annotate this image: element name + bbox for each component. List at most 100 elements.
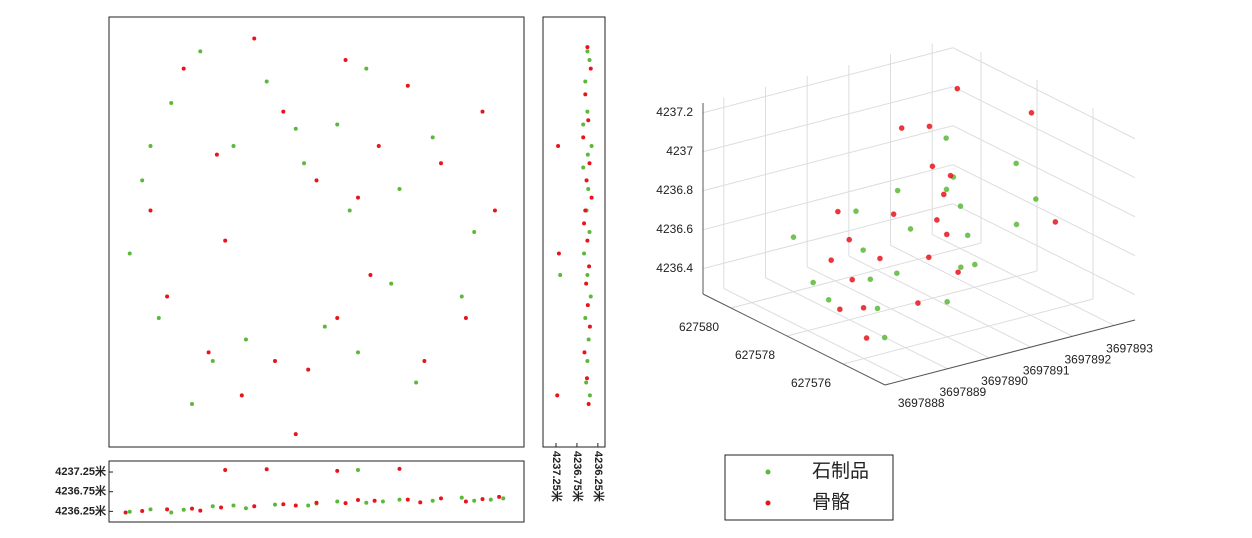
axis-line	[702, 293, 886, 386]
point	[497, 494, 502, 499]
z-tick-label: 4237.2	[656, 105, 693, 119]
point	[907, 226, 914, 232]
point	[894, 187, 901, 194]
point	[372, 498, 377, 503]
grid-line	[702, 125, 954, 192]
grid-line	[952, 86, 1136, 179]
point	[389, 281, 394, 286]
point	[181, 507, 186, 512]
grid-line	[806, 266, 990, 359]
point	[957, 264, 964, 271]
point	[581, 135, 586, 140]
point	[335, 468, 340, 473]
point	[430, 135, 435, 140]
point	[356, 195, 360, 200]
point	[148, 507, 153, 512]
point	[472, 230, 477, 234]
point	[198, 508, 203, 513]
point	[863, 335, 870, 341]
point	[273, 359, 277, 363]
point	[293, 503, 298, 508]
point	[264, 79, 269, 84]
grid-line	[702, 47, 954, 114]
point	[586, 187, 591, 191]
point	[943, 231, 950, 238]
point	[223, 468, 228, 473]
point	[281, 502, 286, 507]
y-tick-label: 3697891	[1023, 363, 1070, 377]
point	[306, 367, 311, 372]
point	[926, 123, 933, 130]
point	[206, 350, 211, 355]
point	[264, 467, 269, 472]
grid-line	[765, 277, 948, 370]
y-tick-label: 3697889	[940, 385, 987, 399]
point	[585, 303, 590, 308]
point	[314, 178, 319, 183]
point	[581, 165, 586, 170]
point	[556, 144, 561, 148]
point	[368, 273, 373, 277]
point	[190, 506, 194, 511]
point	[853, 208, 859, 215]
point	[463, 499, 468, 504]
point	[293, 126, 298, 131]
point	[273, 502, 277, 507]
grid-line	[890, 244, 1073, 337]
point	[585, 359, 590, 363]
point	[252, 504, 257, 509]
point	[380, 499, 385, 504]
point	[243, 337, 248, 342]
point	[156, 316, 161, 320]
point	[940, 191, 947, 198]
point	[459, 294, 464, 299]
point	[347, 208, 352, 213]
point	[198, 49, 203, 54]
grid-line	[848, 255, 1032, 348]
point	[1032, 196, 1039, 202]
z-tick-label: 4236.6	[656, 222, 693, 236]
point	[1013, 221, 1020, 228]
point	[583, 92, 588, 97]
point	[825, 296, 832, 303]
point	[405, 83, 410, 88]
point	[881, 334, 888, 341]
point	[583, 316, 588, 320]
point	[846, 236, 853, 243]
point	[210, 359, 215, 363]
point	[488, 497, 493, 502]
point	[874, 305, 881, 312]
point	[306, 503, 311, 508]
y-tick-label: 4236.25米	[55, 503, 107, 517]
legend-frame	[724, 454, 894, 521]
point	[140, 178, 145, 183]
point	[586, 118, 591, 123]
point	[582, 251, 587, 256]
point	[835, 208, 841, 215]
point	[587, 161, 592, 166]
point	[219, 505, 224, 510]
point	[558, 273, 563, 277]
point	[810, 279, 817, 286]
grid-line	[702, 203, 954, 270]
grid-line	[952, 125, 1136, 218]
grid-line	[952, 164, 1136, 257]
point	[893, 270, 900, 277]
point	[127, 251, 132, 256]
point	[860, 247, 867, 253]
point	[585, 109, 590, 114]
point	[364, 66, 369, 71]
point	[964, 232, 971, 239]
point	[890, 211, 897, 218]
point	[955, 269, 961, 276]
point	[343, 501, 348, 506]
point	[849, 276, 856, 283]
point	[943, 135, 950, 142]
point	[314, 500, 319, 505]
x-tick-label: 627578	[735, 348, 775, 362]
point	[556, 251, 561, 256]
point	[877, 255, 883, 262]
point	[293, 432, 298, 437]
point	[584, 281, 589, 286]
point	[364, 500, 369, 505]
